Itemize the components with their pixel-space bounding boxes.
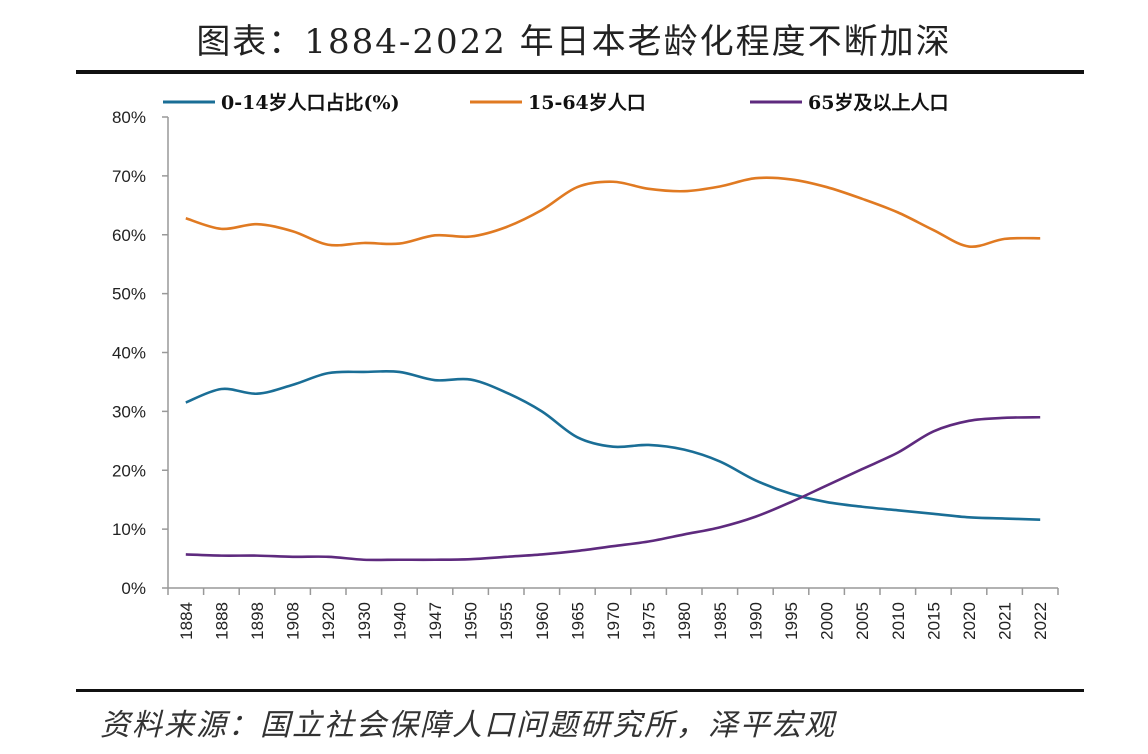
y-tick-label: 60%	[112, 226, 146, 245]
x-tick-label: 1950	[462, 602, 481, 640]
chart-legend: 0-14岁人口占比(%) 15-64岁人口 65岁及以上人口	[163, 91, 948, 114]
x-tick-label: 2010	[889, 602, 908, 640]
x-tick-label: 1980	[675, 602, 694, 640]
x-tick-label: 1898	[248, 602, 267, 640]
x-tick-label: 1970	[604, 602, 623, 640]
y-tick-label: 10%	[112, 520, 146, 539]
x-tick-label: 2022	[1031, 602, 1050, 640]
x-tick-label: 1990	[746, 602, 765, 640]
x-tick-label: 1888	[212, 602, 231, 640]
y-tick-label: 50%	[112, 285, 146, 304]
x-tick-label: 1985	[711, 602, 730, 640]
x-tick-label: 1960	[533, 602, 552, 640]
chart-title: 图表：1884-2022 年日本老龄化程度不断加深	[196, 22, 952, 62]
chart-axes: 0% 10% 20% 30% 40% 50% 60% 70% 80% 1884 1888 1898 19…	[112, 108, 1059, 640]
x-tick-label: 1965	[568, 602, 587, 640]
y-tick-label: 30%	[112, 402, 146, 421]
x-tick-label: 1955	[497, 602, 516, 640]
legend-item-0-14: 0-14岁人口占比(%)	[221, 91, 400, 114]
x-tick-label: 2005	[853, 602, 872, 640]
x-tick-label: 2000	[818, 602, 837, 640]
y-tick-label: 70%	[112, 167, 146, 186]
x-tick-label: 1920	[319, 602, 338, 640]
x-tick-label: 1884	[177, 602, 196, 640]
legend-item-65-plus: 65岁及以上人口	[808, 91, 948, 114]
x-tick-label: 2020	[960, 602, 979, 640]
series-line-65-plus	[185, 415, 1041, 562]
series-line-15-64	[185, 176, 1041, 248]
x-tick-label: 1947	[426, 602, 445, 640]
x-tick-label: 1930	[355, 602, 374, 640]
y-tick-label: 20%	[112, 461, 146, 480]
x-tick-label: 1908	[284, 602, 303, 640]
x-tick-label: 2015	[924, 602, 943, 640]
source-rule	[76, 689, 1084, 692]
y-tick-label: 0%	[121, 579, 146, 598]
source-note: 资料来源：国立社会保障人口问题研究所，泽平宏观	[100, 708, 836, 743]
series-lines	[185, 176, 1041, 562]
x-tick-label: 1940	[390, 602, 409, 640]
x-tick-label: 2021	[996, 602, 1015, 640]
x-tick-label: 1995	[782, 602, 801, 640]
series-line-0-14	[185, 369, 1041, 522]
legend-item-15-64: 15-64岁人口	[528, 91, 646, 114]
title-rule	[76, 70, 1084, 74]
x-tick-label: 1975	[640, 602, 659, 640]
y-tick-label: 40%	[112, 344, 146, 363]
y-tick-label: 80%	[112, 108, 146, 127]
